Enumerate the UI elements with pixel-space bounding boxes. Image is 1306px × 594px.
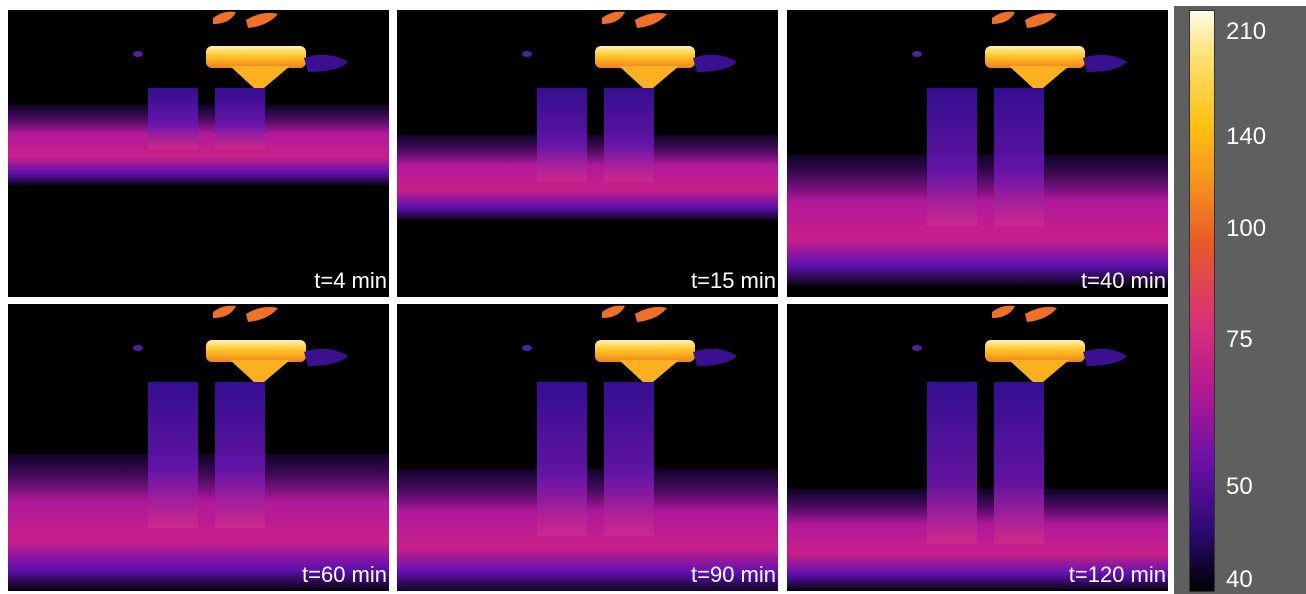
nozzle — [206, 340, 306, 362]
sample-block — [994, 382, 1044, 544]
nozzle — [595, 340, 695, 362]
bed-band — [787, 155, 1168, 285]
time-label: t=40 min — [1081, 268, 1166, 293]
sample-block — [927, 88, 977, 227]
colorbar — [1189, 10, 1215, 592]
sample-block — [927, 382, 977, 544]
time-label: t=4 min — [314, 268, 387, 293]
nozzle — [985, 46, 1085, 68]
thermal-panel: t=40 min — [787, 10, 1168, 297]
sample-block — [994, 88, 1044, 227]
time-label: t=90 min — [691, 562, 776, 587]
spot — [522, 51, 532, 57]
sample-block — [148, 88, 198, 149]
time-label: t=15 min — [691, 268, 776, 293]
sample-block — [215, 88, 265, 149]
time-label: t=120 min — [1069, 562, 1166, 587]
bed-band — [8, 105, 389, 185]
colorbar-tick: 40 — [1226, 568, 1253, 592]
thermal-panel: t=60 min — [8, 304, 389, 591]
spot — [522, 345, 532, 351]
nozzle — [985, 340, 1085, 362]
colorbar-tick: 210 — [1226, 20, 1266, 44]
sample-block — [537, 88, 587, 182]
time-label: t=60 min — [302, 562, 387, 587]
spot — [912, 345, 922, 351]
colorbar-tick: 140 — [1226, 125, 1266, 149]
figure: t=4 min t=15 min t=40 min t=60 min t=90 min t… — [0, 0, 1306, 594]
thermal-image: t=40 min — [787, 10, 1168, 297]
thermal-image: t=90 min — [397, 304, 778, 591]
thermal-panel: t=90 min — [397, 304, 778, 591]
spot — [133, 51, 143, 57]
sample-block — [215, 382, 265, 528]
sample-block — [604, 88, 654, 182]
thermal-image: t=15 min — [397, 10, 778, 297]
thermal-image: t=60 min — [8, 304, 389, 591]
thermal-panel: t=4 min — [8, 10, 389, 297]
sample-block — [604, 382, 654, 536]
sample-block — [148, 382, 198, 528]
bed-band — [397, 135, 778, 220]
nozzle — [595, 46, 695, 68]
thermal-panel: t=120 min — [787, 304, 1168, 591]
colorbar-tick: 75 — [1226, 328, 1253, 352]
sample-block — [537, 382, 587, 536]
nozzle — [206, 46, 306, 68]
thermal-image: t=4 min — [8, 10, 389, 297]
colorbar-tick: 100 — [1226, 217, 1266, 241]
colorbar-tick: 50 — [1226, 475, 1253, 499]
thermal-panel: t=15 min — [397, 10, 778, 297]
spot — [133, 345, 143, 351]
spot — [912, 51, 922, 57]
thermal-image: t=120 min — [787, 304, 1168, 591]
